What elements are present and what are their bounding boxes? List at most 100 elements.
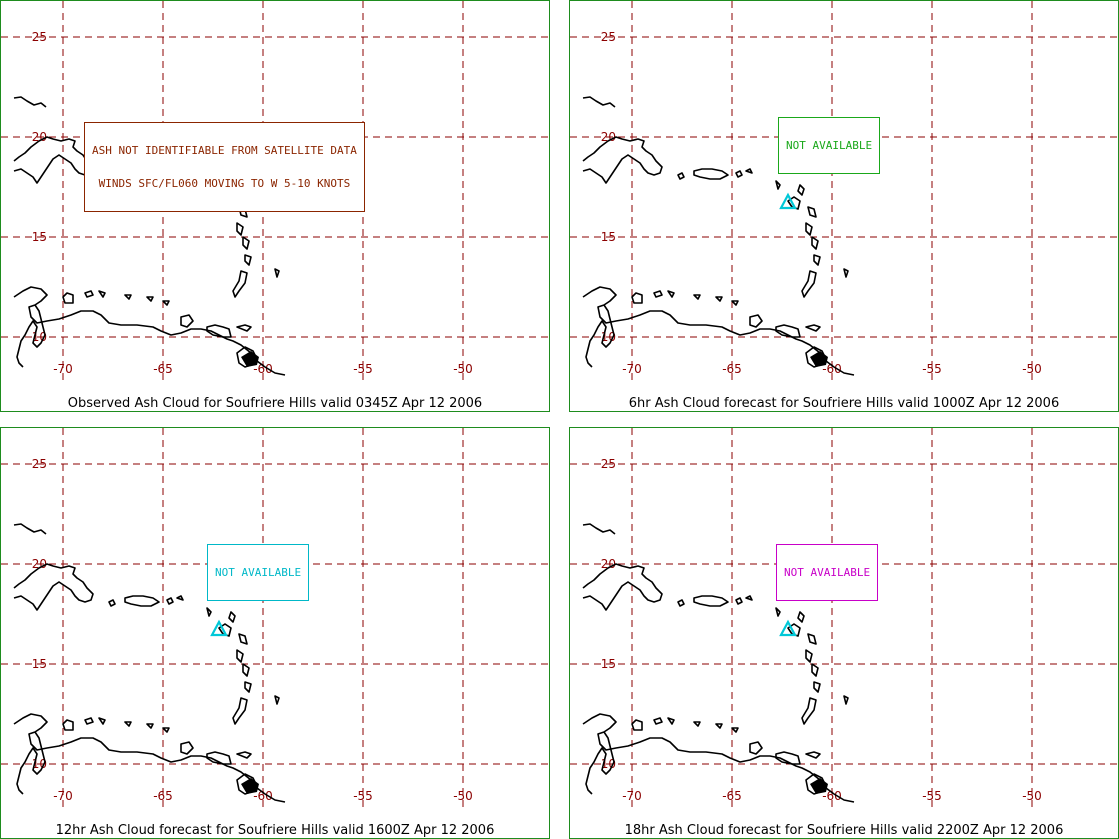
notice-line: NOT AVAILABLE [786,139,873,152]
delta-landmass [810,778,828,794]
coastline-segment [228,611,236,623]
coastline-segment [807,206,817,218]
coastline-segment [693,168,729,180]
lon-tick-label: -55 [922,362,942,376]
coastline-segment [787,623,801,637]
volcano-triangle-icon [779,619,797,637]
coastline-segment [745,595,753,601]
coastline-segment [98,717,106,725]
coastline-segment [244,254,252,266]
coastline-segment [146,296,154,302]
coastline [13,523,286,803]
coastline-segment [84,290,94,298]
coastline-segment [585,304,615,368]
lon-tick-label: -55 [922,789,942,803]
coastline-segment [677,599,685,607]
map-panel-observed: -70 -65 -60 -55 -50 25 20 15 10 ASH NOT IDENTIFI… [0,0,550,412]
coastline-segment [582,136,663,184]
coastline-segment [242,236,250,250]
lon-tick-label: -65 [722,362,742,376]
map-panel-18hr: -70 -65 -60 -55 -50 25 20 15 10 NOT AVAILABLE 18… [569,427,1119,839]
coastline-segment [206,607,212,617]
notice-line: WINDS SFC/FL060 MOVING TO W 5-10 KNOTS [98,177,351,190]
coastline-segment [805,222,813,236]
delta-landmass [241,778,259,794]
coastline-segment [232,697,248,725]
map-caption: 12hr Ash Cloud forecast for Soufriere Hi… [55,823,495,838]
map-panel-6hr: -70 -65 -60 -55 -50 25 20 15 10 NOT AVAILABLE 6h… [569,0,1119,412]
lon-tick-label: -70 [53,362,73,376]
coastline-segment [805,751,821,759]
coastline-segment [84,717,94,725]
coastline-segment [582,523,616,535]
delta-landmass [810,351,828,367]
coastline-segment [811,236,819,250]
map-notice: ASH NOT IDENTIFIABLE FROM SATELLITE DATA… [84,122,365,212]
coastline-segment [242,663,250,677]
coastline-segment [667,717,675,725]
coastline-segment [735,597,743,605]
coastline-segment [124,595,160,607]
notice-line: NOT AVAILABLE [784,566,871,579]
coastline-segment [631,292,643,304]
lat-tick-label: 15 [32,657,47,671]
coastline-segment [180,314,194,328]
coastline-segment [731,727,739,733]
lat-tick-label: 25 [601,457,616,471]
coastline-segment [677,172,685,180]
lon-tick-label: -65 [722,789,742,803]
lon-tick-label: -60 [822,789,842,803]
coastline-segment [232,270,248,298]
volcano-triangle-icon [779,192,797,210]
coastline-segment [236,222,244,236]
map-notice: NOT AVAILABLE [778,117,881,174]
coastline-segment [775,607,781,617]
coastline-segment [585,731,615,795]
delta-landmass [241,351,259,367]
lon-tick-label: -65 [153,789,173,803]
coastline-segment [236,649,244,663]
coastline [582,96,855,376]
lat-tick-label: 25 [32,457,47,471]
lat-tick-label: 15 [32,230,47,244]
lon-tick-label: -60 [822,362,842,376]
coastline-segment [693,294,701,300]
coastline-segment [13,96,47,108]
coastline-segment [162,727,170,733]
coastline-segment [13,286,286,376]
coastline-segment [582,713,855,803]
coastline-segment [749,741,763,755]
coastline-segment [206,751,232,765]
coastline-segment [667,290,675,298]
lon-tick-label: -60 [253,789,273,803]
coastline-segment [274,268,280,278]
coastline-segment [631,719,643,731]
coastline-segment [62,719,74,731]
coastline-segment [206,324,232,338]
lon-tick-label: -70 [53,789,73,803]
notice-line: ASH NOT IDENTIFIABLE FROM SATELLITE DATA [92,144,357,157]
coastline-segment [787,196,801,210]
coastline-segment [731,300,739,306]
coastline-segment [653,717,663,725]
coastline [582,523,855,803]
coastline-segment [62,292,74,304]
coastline-segment [801,270,817,298]
coastline-segment [813,681,821,693]
lat-tick-label: 20 [601,557,616,571]
coastline-segment [715,723,723,729]
lat-tick-label: 20 [32,130,47,144]
lat-tick-label: 25 [32,30,47,44]
coastline-segment [745,168,753,174]
lon-tick-label: -50 [1022,789,1042,803]
coastline-segment [582,96,616,108]
lat-tick-label: 15 [601,657,616,671]
coastline-segment [582,563,663,611]
coastline-segment [775,324,801,338]
coastline-segment [13,713,286,803]
coastline-segment [735,170,743,178]
lon-tick-label: -50 [1022,362,1042,376]
coastline-segment [236,324,252,332]
